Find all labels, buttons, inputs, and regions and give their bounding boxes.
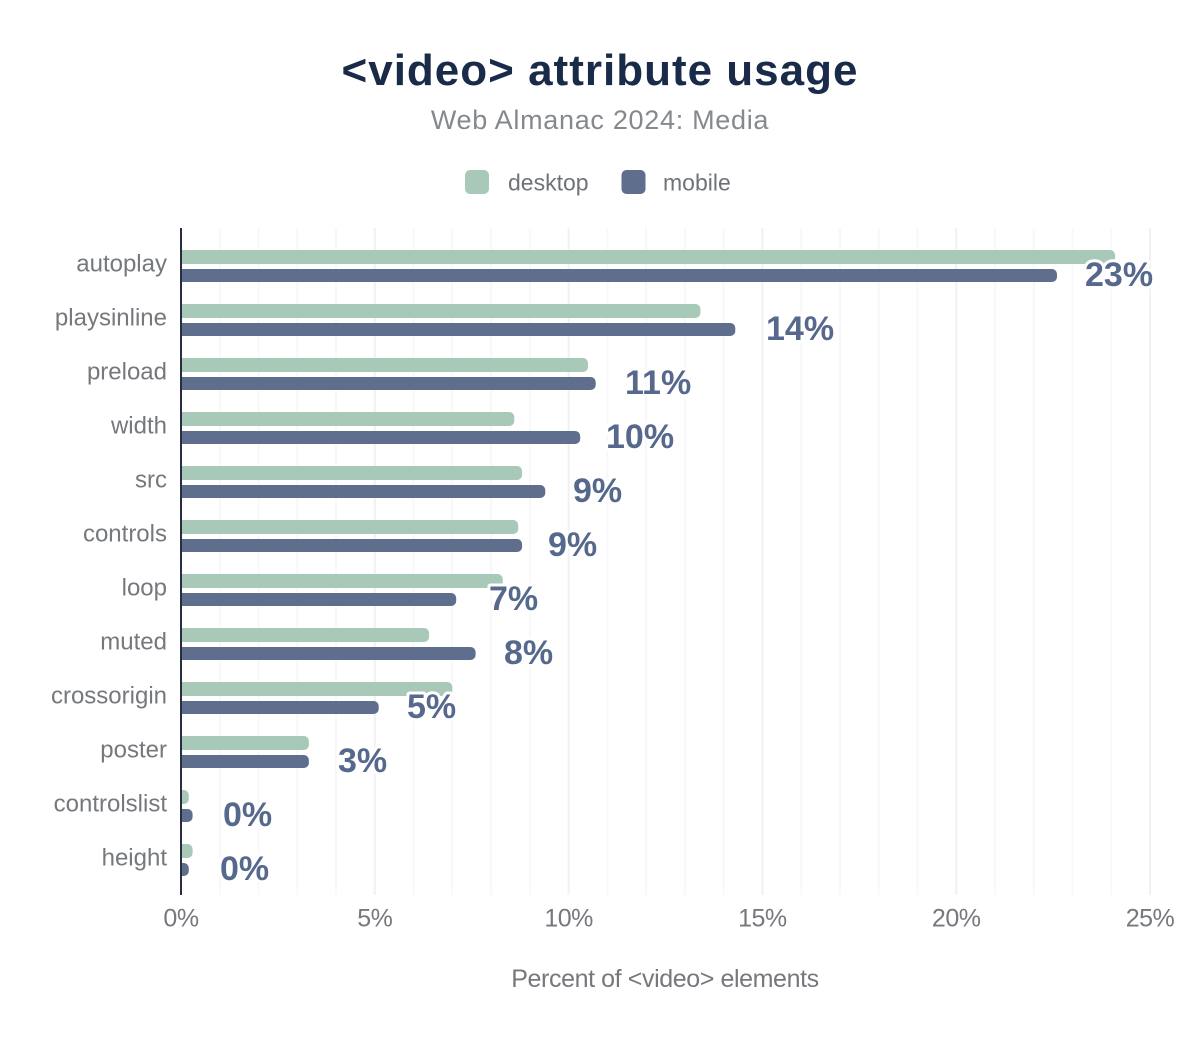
svg-text:playsinline: playsinline (55, 305, 167, 332)
svg-text:Web Almanac 2024: Media: Web Almanac 2024: Media (431, 105, 770, 135)
svg-text:8%: 8% (504, 634, 553, 672)
svg-text:23%: 23% (1085, 256, 1153, 294)
svg-text:11%: 11% (625, 364, 691, 402)
svg-text:9%: 9% (573, 472, 622, 510)
svg-text:desktop: desktop (508, 170, 589, 196)
svg-text:loop: loop (122, 575, 167, 602)
svg-text:14%: 14% (766, 310, 834, 348)
svg-text:0%: 0% (223, 796, 272, 834)
svg-text:20%: 20% (932, 905, 981, 933)
svg-text:Percent of <video> elements: Percent of <video> elements (511, 965, 818, 993)
svg-text:mobile: mobile (663, 170, 731, 196)
svg-text:autoplay: autoplay (76, 251, 167, 278)
svg-text:src: src (135, 467, 167, 494)
svg-text:0%: 0% (163, 905, 198, 933)
svg-text:10%: 10% (606, 418, 674, 456)
svg-text:25%: 25% (1126, 905, 1175, 933)
svg-text:10%: 10% (544, 905, 593, 933)
svg-text:5%: 5% (357, 905, 392, 933)
svg-text:7%: 7% (489, 580, 538, 618)
svg-text:controls: controls (83, 521, 167, 548)
svg-text:crossorigin: crossorigin (51, 683, 167, 710)
svg-text:preload: preload (87, 359, 167, 386)
svg-text:15%: 15% (738, 905, 787, 933)
svg-text:3%: 3% (338, 742, 387, 780)
svg-text:0%: 0% (220, 850, 269, 888)
svg-text:width: width (110, 413, 167, 440)
svg-text:9%: 9% (548, 526, 597, 564)
svg-text:muted: muted (100, 629, 167, 656)
svg-text:<video> attribute usage: <video> attribute usage (342, 46, 859, 95)
svg-text:controlslist: controlslist (54, 791, 168, 818)
svg-text:height: height (102, 845, 168, 872)
svg-text:poster: poster (100, 737, 167, 764)
svg-text:5%: 5% (407, 688, 456, 726)
